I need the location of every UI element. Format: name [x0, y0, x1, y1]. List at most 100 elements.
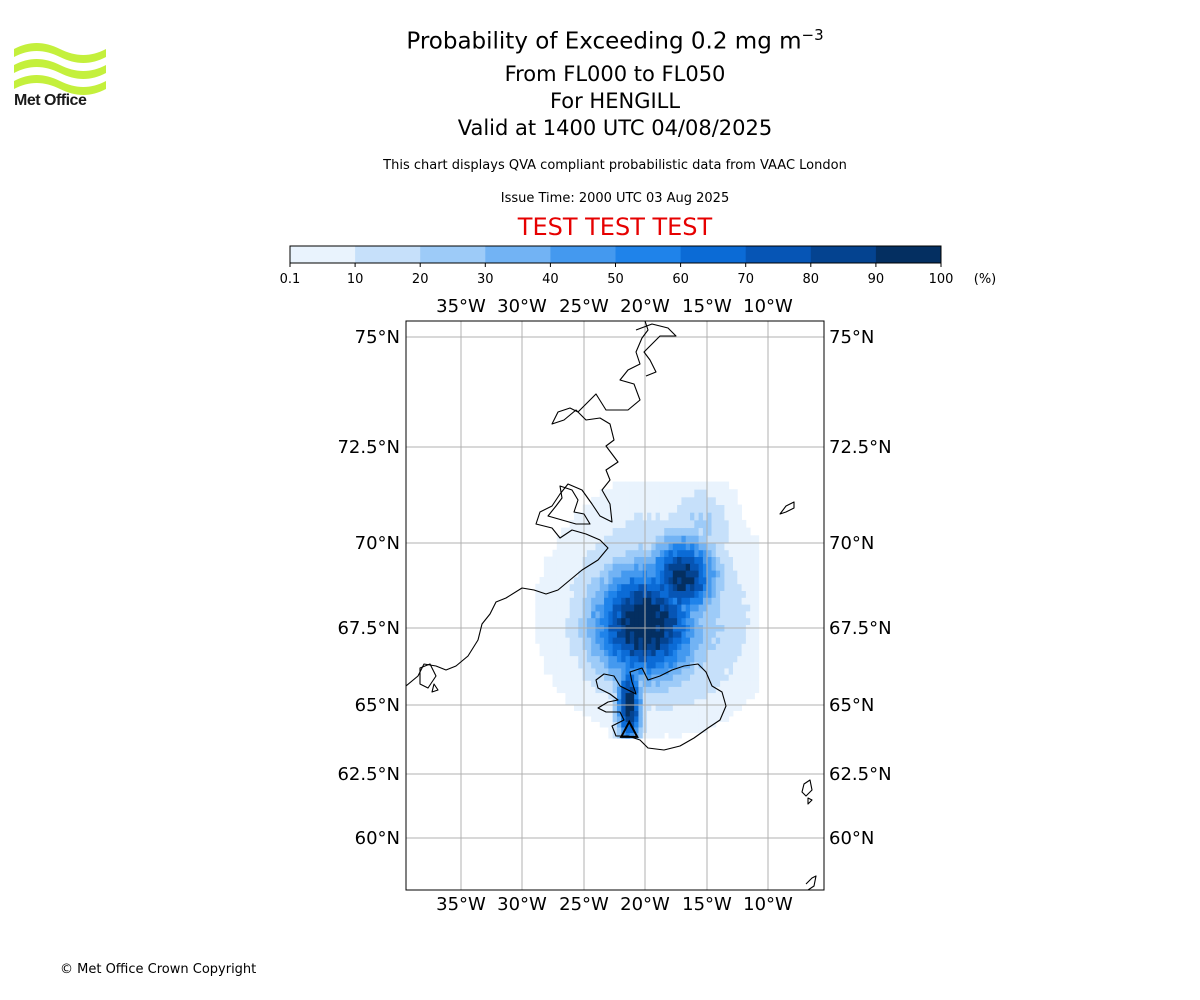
- probability-cell: [690, 649, 695, 657]
- probability-cell: [638, 617, 644, 625]
- valid-time: Valid at 1400 UTC 04/08/2025: [457, 116, 773, 140]
- probability-cell: [659, 617, 665, 625]
- probability-cell: [745, 680, 751, 687]
- probability-cell: [745, 611, 751, 619]
- probability-cell: [690, 570, 695, 578]
- probability-cell: [664, 668, 669, 675]
- probability-cell: [741, 590, 747, 598]
- probability-cell: [659, 481, 665, 490]
- longitude-label-top: 20°W: [620, 296, 670, 317]
- probability-cell: [750, 661, 755, 669]
- probability-cell: [599, 611, 605, 619]
- probability-cell: [548, 617, 553, 625]
- probability-cell: [578, 549, 583, 557]
- probability-cell: [724, 496, 730, 505]
- probability-cell: [578, 590, 583, 598]
- probability-cell: [599, 716, 605, 722]
- probability-cell: [672, 489, 678, 498]
- probability-cell: [720, 680, 725, 687]
- probability-cell: [750, 535, 755, 544]
- probability-cell: [616, 649, 622, 657]
- probability-cell: [668, 637, 674, 644]
- probability-cell: [573, 556, 579, 564]
- probability-cell: [548, 631, 553, 638]
- probability-cell: [591, 661, 596, 669]
- probability-cell: [647, 611, 652, 619]
- longitude-label-bottom: 10°W: [743, 894, 793, 915]
- probability-cell: [690, 637, 695, 644]
- probability-cell: [677, 710, 682, 717]
- probability-cell: [638, 674, 644, 681]
- probability-cell: [612, 590, 618, 598]
- probability-cell: [578, 692, 583, 700]
- probability-cell: [535, 637, 540, 644]
- probability-cell: [629, 604, 635, 612]
- probability-cell: [698, 519, 704, 529]
- probability-cell: [582, 637, 588, 644]
- probability-cell: [582, 535, 588, 544]
- probability-cell: [543, 637, 549, 644]
- probability-cell: [647, 680, 652, 687]
- probability-cell: [625, 512, 631, 521]
- probability-cell: [728, 570, 734, 578]
- probability-cell: [595, 527, 601, 536]
- probability-cell: [724, 481, 730, 490]
- probability-cell: [733, 597, 738, 605]
- probability-cell: [737, 705, 742, 711]
- probability-cell: [677, 583, 682, 591]
- probability-cell: [561, 617, 566, 625]
- probability-cell: [690, 583, 695, 591]
- probability-cell: [578, 556, 583, 564]
- probability-cell: [664, 512, 669, 521]
- probability-cell: [634, 643, 639, 650]
- probability-cell: [681, 496, 687, 505]
- logo-wordmark: Met Office: [14, 92, 87, 109]
- probability-cell: [599, 570, 605, 578]
- probability-cell: [664, 705, 669, 711]
- probability-cell: [741, 631, 747, 638]
- probability-cell: [573, 611, 579, 619]
- probability-cell: [604, 661, 609, 669]
- probability-cell: [573, 668, 579, 675]
- probability-cell: [608, 590, 614, 598]
- probability-cell: [702, 604, 708, 612]
- probability-cell: [668, 519, 674, 529]
- probability-cell: [720, 716, 725, 722]
- probability-cell: [561, 570, 566, 578]
- probability-cell: [685, 686, 691, 694]
- probability-cell: [720, 563, 725, 571]
- probability-cell: [586, 597, 592, 605]
- latitude-label-right: 60°N: [829, 828, 874, 849]
- probability-cell: [672, 716, 678, 722]
- probability-cell: [556, 570, 562, 578]
- probability-cell: [586, 583, 592, 591]
- probability-cell: [711, 563, 717, 571]
- probability-cell: [543, 583, 549, 591]
- probability-cell: [677, 649, 682, 657]
- probability-cell: [754, 655, 760, 663]
- probability-cell: [724, 661, 730, 669]
- probability-cell: [616, 710, 622, 717]
- probability-cell: [668, 611, 674, 619]
- probability-cell: [750, 617, 755, 625]
- probability-cell: [681, 674, 687, 681]
- probability-cell: [621, 481, 626, 490]
- probability-cell: [745, 563, 751, 571]
- probability-cell: [715, 504, 721, 513]
- probability-cell: [754, 590, 760, 598]
- probability-cell: [690, 727, 695, 733]
- probability-cell: [728, 597, 734, 605]
- probability-cell: [634, 549, 639, 557]
- probability-cell: [629, 698, 635, 706]
- probability-cell: [629, 661, 635, 669]
- probability-cell: [741, 535, 747, 544]
- probability-cell: [754, 617, 760, 625]
- probability-cell: [698, 527, 704, 536]
- probability-cell: [694, 680, 700, 687]
- probability-cell: [625, 649, 631, 657]
- probability-cell: [621, 504, 626, 513]
- probability-cell: [702, 583, 708, 591]
- probability-cell: [694, 481, 700, 490]
- greenland-coastline: [406, 321, 649, 687]
- probability-cell: [638, 570, 644, 578]
